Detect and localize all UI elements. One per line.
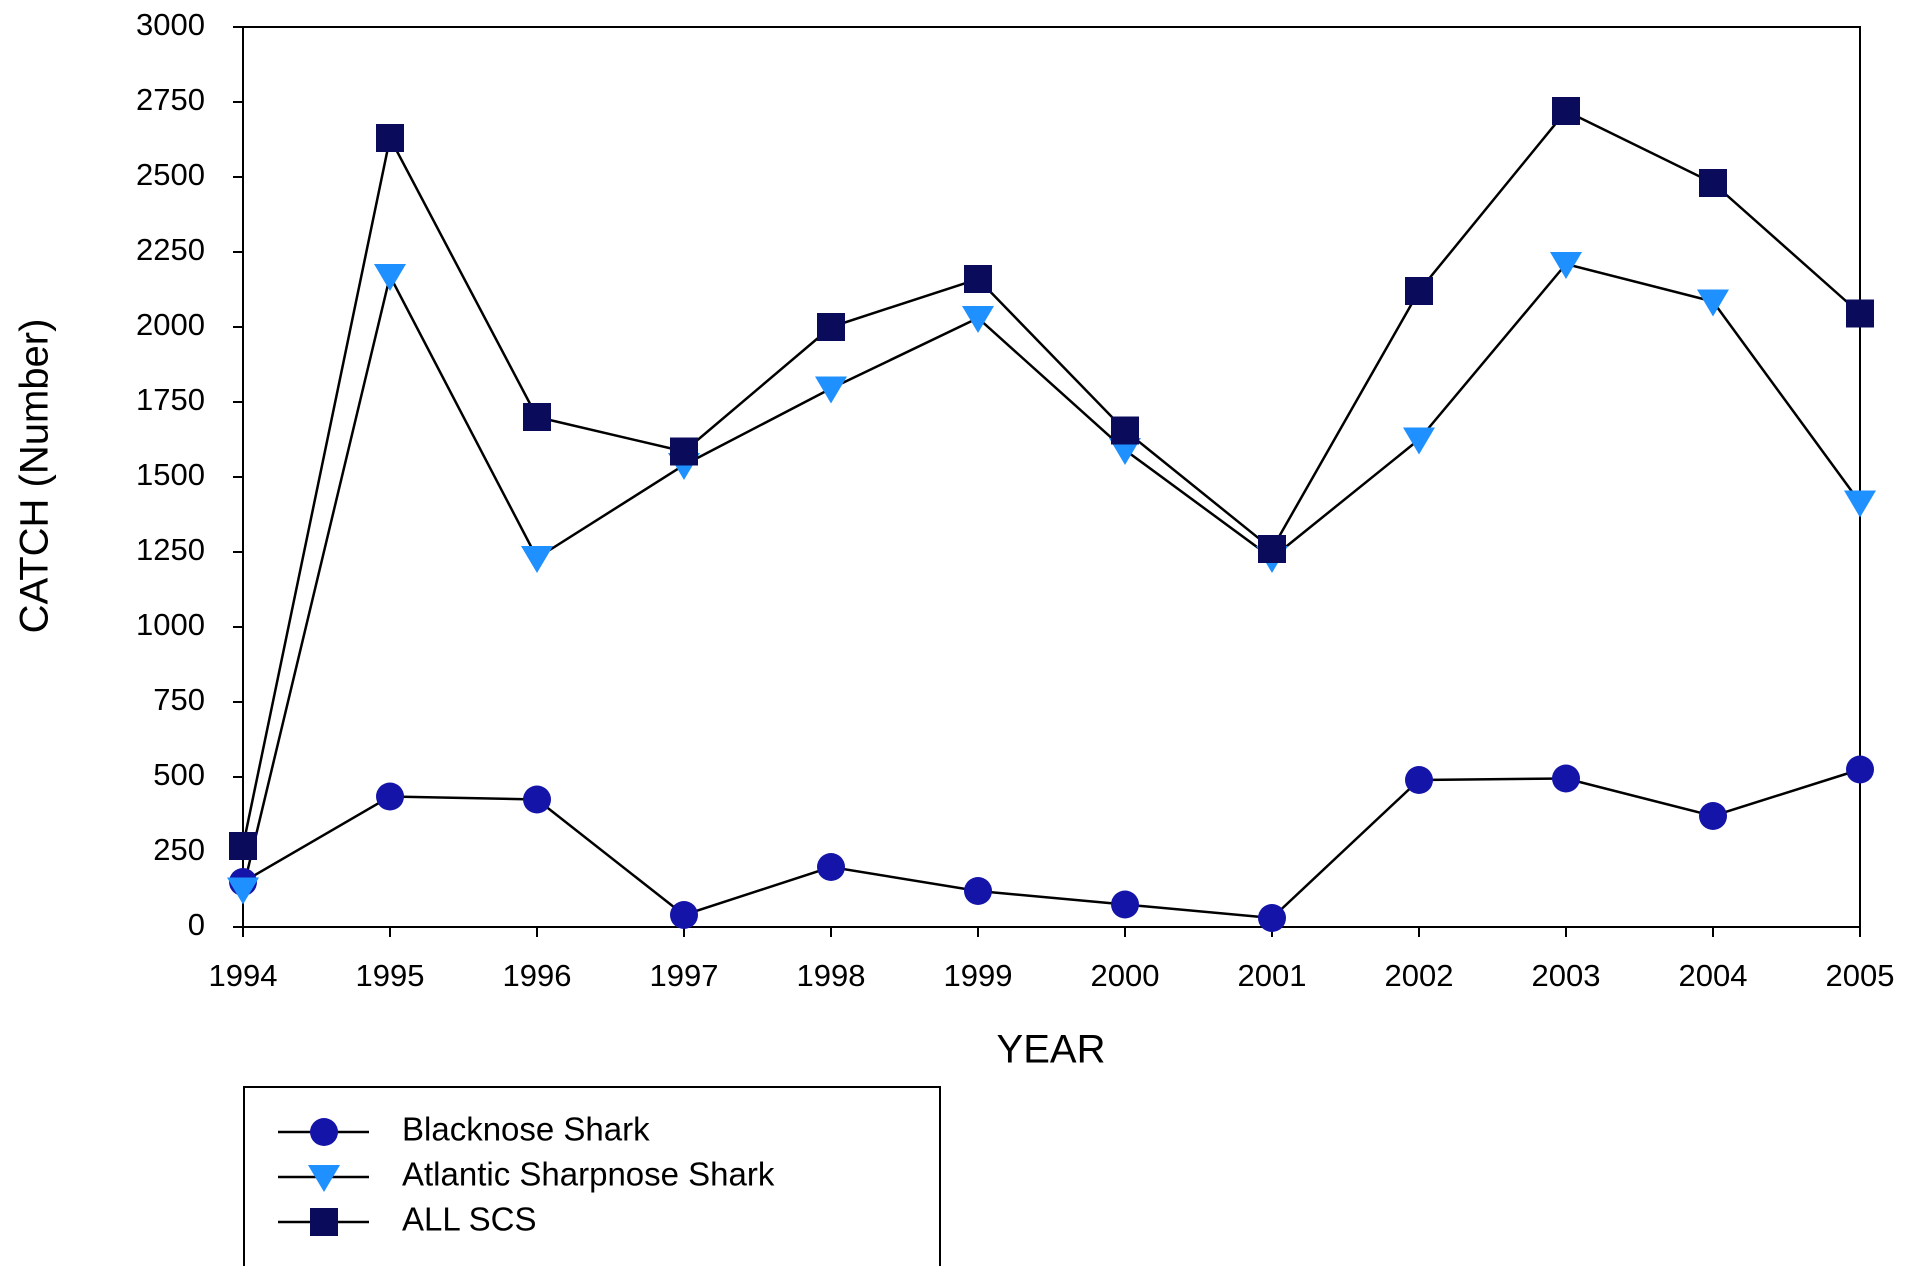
marker bbox=[310, 1118, 338, 1146]
marker bbox=[817, 853, 845, 881]
y-tick-label: 2000 bbox=[136, 307, 205, 342]
series-line bbox=[241, 109, 1861, 847]
marker bbox=[670, 437, 698, 466]
marker bbox=[1846, 299, 1874, 328]
marker bbox=[374, 264, 406, 291]
marker bbox=[523, 785, 551, 814]
marker bbox=[1699, 802, 1727, 830]
x-tick-label: 2001 bbox=[1238, 958, 1307, 993]
x-tick-label: 1996 bbox=[503, 958, 572, 993]
y-tick-label: 1750 bbox=[136, 382, 205, 417]
x-tick-label: 1998 bbox=[797, 958, 866, 993]
y-tick-label: 1000 bbox=[136, 607, 205, 642]
marker bbox=[1552, 97, 1580, 125]
marker bbox=[1111, 890, 1139, 919]
x-tick-label: 1997 bbox=[650, 958, 719, 993]
x-tick-label: 1999 bbox=[944, 958, 1013, 993]
marker bbox=[227, 877, 259, 905]
marker bbox=[308, 1165, 340, 1192]
marker bbox=[964, 265, 992, 293]
marker bbox=[1550, 252, 1582, 279]
marker bbox=[964, 877, 992, 905]
legend-label: Atlantic Sharpnose Shark bbox=[402, 1156, 775, 1193]
x-axis-title: YEAR bbox=[997, 1028, 1106, 1072]
marker bbox=[815, 376, 847, 404]
series-line bbox=[241, 262, 1862, 890]
y-tick-label: 2750 bbox=[136, 82, 205, 117]
y-tick-label: 2500 bbox=[136, 157, 205, 192]
marker bbox=[1258, 904, 1286, 932]
y-tick-label: 1250 bbox=[136, 532, 205, 567]
marker bbox=[229, 832, 257, 860]
y-tick-label: 750 bbox=[153, 682, 205, 717]
marker bbox=[310, 1208, 338, 1236]
marker bbox=[1846, 755, 1874, 784]
y-tick-label: 2250 bbox=[136, 232, 205, 267]
y-tick-label: 250 bbox=[153, 832, 205, 867]
x-tick-label: 2000 bbox=[1091, 958, 1160, 993]
y-axis-title: CATCH (Number) bbox=[13, 319, 57, 634]
x-tick-label: 1994 bbox=[209, 958, 278, 993]
marker bbox=[376, 124, 404, 152]
x-tick-label: 2002 bbox=[1385, 958, 1454, 993]
marker bbox=[1258, 535, 1286, 563]
marker bbox=[1844, 490, 1876, 518]
marker bbox=[1405, 277, 1433, 305]
y-tick-label: 500 bbox=[153, 757, 205, 792]
x-tick-label: 2005 bbox=[1826, 958, 1895, 993]
y-tick-label: 1500 bbox=[136, 457, 205, 492]
x-tick-label: 2004 bbox=[1679, 958, 1748, 993]
y-tick-label: 0 bbox=[188, 907, 205, 942]
marker bbox=[1697, 289, 1729, 317]
x-tick-label: 1995 bbox=[356, 958, 425, 993]
x-tick-label: 2003 bbox=[1532, 958, 1601, 993]
marker bbox=[521, 546, 553, 573]
marker bbox=[376, 782, 404, 811]
marker bbox=[962, 306, 994, 333]
marker bbox=[1552, 764, 1580, 793]
series-line bbox=[242, 768, 1861, 920]
legend-label: ALL SCS bbox=[402, 1201, 537, 1238]
marker bbox=[1403, 427, 1435, 455]
marker bbox=[1109, 438, 1141, 465]
y-tick-label: 3000 bbox=[136, 7, 205, 42]
marker bbox=[1699, 169, 1727, 197]
marker bbox=[523, 403, 551, 431]
marker bbox=[1111, 416, 1139, 445]
marker bbox=[670, 901, 698, 929]
legend-label: Blacknose Shark bbox=[402, 1111, 650, 1148]
marker bbox=[817, 313, 845, 341]
marker bbox=[1405, 766, 1433, 794]
